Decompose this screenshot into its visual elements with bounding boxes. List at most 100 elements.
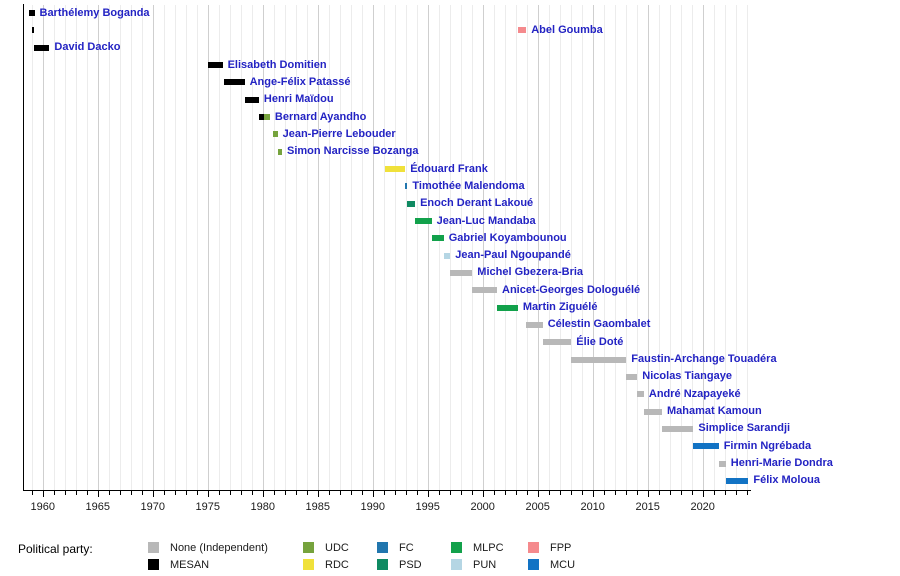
axis-tick	[361, 491, 363, 495]
axis-tick	[240, 491, 242, 495]
person-name-link[interactable]: Jean-Pierre Lebouder	[282, 127, 396, 140]
person-name-link[interactable]: Jean-Paul Ngoupandé	[455, 249, 571, 262]
term-bar	[431, 235, 444, 242]
person-name-link[interactable]: Élie Doté	[576, 335, 624, 348]
axis-tick	[504, 491, 506, 495]
term-bar	[725, 477, 749, 484]
axis-year-label: 2005	[525, 501, 550, 513]
legend-swatch-FC	[377, 542, 388, 553]
person-name-link[interactable]: Mahamat Kamoun	[667, 405, 762, 418]
gridline	[174, 5, 176, 490]
person-name-link[interactable]: Michel Gbezera-Bria	[477, 266, 584, 279]
axis-tick	[86, 491, 88, 495]
person-name-link[interactable]: Firmin Ngrébada	[723, 439, 812, 452]
person-name-link[interactable]: Félix Moloua	[753, 474, 821, 487]
term-bar	[626, 373, 638, 380]
term-bar	[662, 425, 694, 432]
y-axis-line	[23, 4, 24, 491]
gridline	[262, 5, 264, 490]
term-bar	[693, 443, 719, 450]
person-name-link[interactable]: Henri Maïdou	[263, 93, 334, 106]
axis-tick	[603, 491, 605, 495]
axis-year-label: 1975	[195, 501, 221, 513]
term-bar	[272, 131, 278, 138]
person-name-link[interactable]: André Nzapayeké	[648, 387, 741, 400]
axis-year-label: 1970	[140, 501, 166, 513]
gridline	[669, 5, 671, 490]
gridline	[141, 5, 143, 490]
person-name-link[interactable]: Gabriel Koyambounou	[448, 231, 567, 244]
term-bar	[472, 287, 497, 294]
person-name-link[interactable]: Simon Narcisse Bozanga	[287, 145, 419, 158]
person-name-link[interactable]: Faustin-Archange Touadéra	[631, 353, 777, 366]
person-name-link[interactable]: Abel Goumba	[531, 23, 603, 36]
axis-tick	[64, 491, 66, 495]
person-name-link[interactable]: Timothée Malendoma	[412, 179, 525, 192]
axis-tick	[482, 491, 484, 497]
axis-tick	[702, 491, 704, 497]
axis-tick	[229, 491, 231, 495]
axis-tick	[537, 491, 539, 497]
axis-tick	[735, 491, 737, 495]
legend-swatch-MLPC	[451, 542, 462, 553]
gridline	[614, 5, 616, 490]
person-name-link[interactable]: Jean-Luc Mandaba	[436, 214, 536, 227]
person-name-link[interactable]: Enoch Derant Lakoué	[420, 197, 534, 210]
gridline	[735, 5, 737, 490]
legend-title: Political party:	[18, 542, 93, 556]
gridline	[471, 5, 473, 490]
axis-year-label: 1985	[305, 501, 331, 513]
axis-tick	[383, 491, 385, 495]
axis-tick	[75, 491, 77, 495]
person-name-link[interactable]: Nicolas Tiangaye	[642, 370, 732, 383]
term-bar	[443, 252, 451, 259]
person-name-link[interactable]: Ange-Félix Patassé	[249, 75, 351, 88]
axis-tick	[438, 491, 440, 495]
gridline	[108, 5, 110, 490]
axis-tick	[97, 491, 99, 497]
legend-entry-label: PUN	[473, 559, 497, 571]
gridline	[196, 5, 198, 490]
axis-tick	[548, 491, 550, 495]
person-name-link[interactable]: Bernard Ayandho	[274, 110, 367, 123]
gridline	[273, 5, 275, 490]
gridline	[658, 5, 660, 490]
legend-entry-label: PSD	[399, 559, 422, 571]
gridline	[119, 5, 121, 490]
person-name-link[interactable]: Elisabeth Domitien	[227, 58, 327, 71]
gridline	[636, 5, 638, 490]
axis-tick	[460, 491, 462, 495]
person-name-link[interactable]: Henri-Marie Dondra	[730, 457, 833, 470]
gridline	[372, 5, 374, 490]
term-bar	[571, 356, 627, 363]
axis-tick	[647, 491, 649, 497]
term-bar	[497, 304, 518, 311]
legend-entry-label: MESAN	[170, 559, 210, 571]
axis-tick	[350, 491, 352, 495]
axis-tick	[152, 491, 154, 497]
term-bar	[31, 27, 34, 34]
gridline	[515, 5, 517, 490]
gridline	[493, 5, 495, 490]
axis-tick	[317, 491, 319, 497]
axis-tick	[163, 491, 165, 495]
axis-tick	[526, 491, 528, 495]
axis-tick	[493, 491, 495, 495]
gridline	[97, 5, 99, 490]
person-name-link[interactable]: Édouard Frank	[410, 162, 488, 175]
person-name-link[interactable]: Barthélemy Boganda	[39, 6, 150, 19]
axis-tick	[724, 491, 726, 495]
gridline	[537, 5, 539, 490]
gridline	[724, 5, 726, 490]
person-name-link[interactable]: Martin Ziguélé	[522, 301, 598, 314]
term-bar	[637, 391, 644, 398]
person-name-link[interactable]: Anicet-Georges Dologuélé	[502, 283, 641, 296]
axis-tick	[130, 491, 132, 495]
person-name-link[interactable]: Simplice Sarandji	[698, 422, 791, 435]
gridline	[416, 5, 418, 490]
person-name-link[interactable]: David Dacko	[54, 41, 121, 54]
gridline	[625, 5, 627, 490]
person-name-link[interactable]: Célestin Gaombalet	[547, 318, 651, 331]
term-bar	[415, 218, 432, 224]
axis-tick	[119, 491, 121, 495]
